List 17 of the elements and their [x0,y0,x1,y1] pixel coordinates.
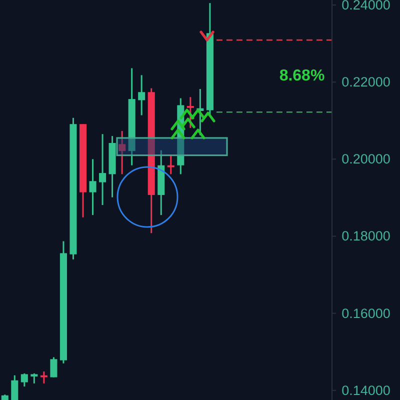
y-tick-label: 0.22000 [342,74,390,90]
candlestick [99,133,106,206]
candlestick [20,372,28,388]
candlestick [89,158,96,216]
y-tick-label: 0.24000 [342,0,390,13]
candlestick [40,370,48,384]
annotation: 8.68% [279,68,325,85]
candlestick [138,74,146,116]
candlestick [50,356,58,378]
y-tick-label: 0.18000 [342,228,390,244]
candlestick [11,374,18,400]
candlestick [118,130,126,175]
y-tick-label: 0.16000 [342,306,390,321]
candlestick [186,96,194,129]
y-tick-label: 0.14000 [342,382,390,398]
candlestick [30,372,38,384]
y-tick-label: 0.20000 [342,152,390,167]
